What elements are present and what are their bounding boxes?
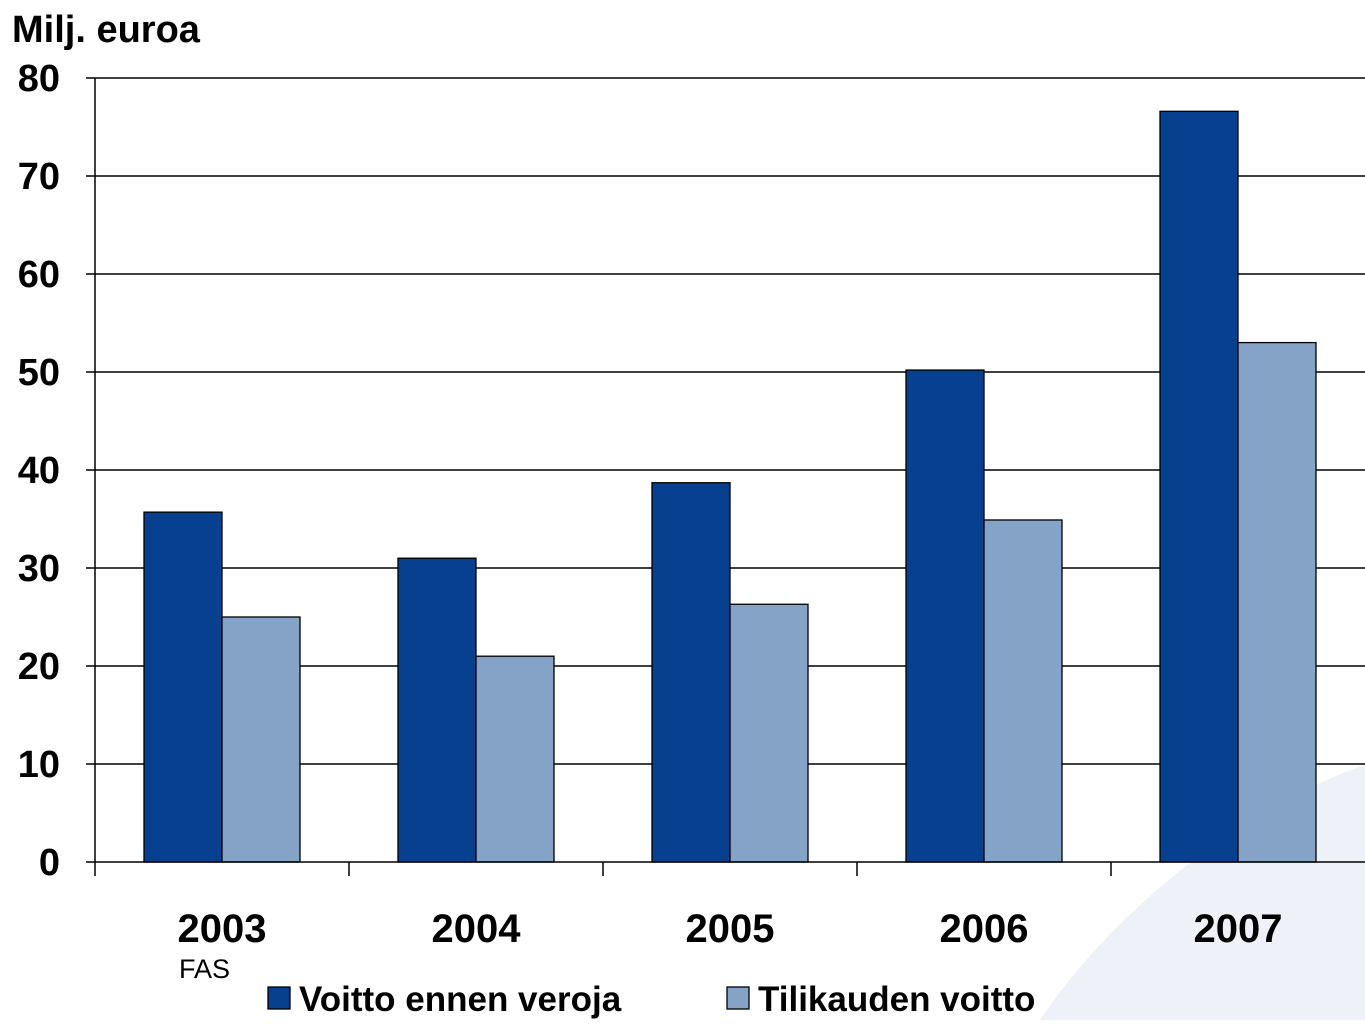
x-tick-sublabel: FAS <box>179 954 230 984</box>
bars <box>143 110 1317 863</box>
gridlines <box>86 77 1365 863</box>
x-tick-label: 2003 <box>178 907 267 951</box>
x-tick-label: 2004 <box>432 907 522 951</box>
bar <box>983 519 1063 863</box>
y-tick-label: 20 <box>18 646 60 688</box>
x-tick-label: 2005 <box>686 907 775 951</box>
y-tick-label: 40 <box>18 450 60 492</box>
legend: Voitto ennen veroja Tilikauden voitto <box>267 980 1035 1019</box>
legend-label: Voitto ennen veroja <box>299 980 622 1019</box>
legend-swatch <box>267 986 291 1010</box>
x-tick-label: 2006 <box>940 907 1029 951</box>
bar <box>397 557 477 863</box>
bar <box>1237 341 1317 863</box>
legend-swatch <box>726 986 750 1010</box>
y-tick-labels: 0 10 20 30 40 50 60 70 80 <box>18 58 60 884</box>
bar <box>475 655 555 863</box>
y-tick-label: 50 <box>18 352 60 394</box>
legend-label: Tilikauden voitto <box>758 980 1035 1019</box>
bar <box>729 603 809 863</box>
bar <box>1159 110 1239 863</box>
bar <box>221 616 301 863</box>
y-tick-label: 70 <box>18 156 60 198</box>
y-tick-label: 10 <box>18 744 60 786</box>
x-tick-label: 2007 <box>1194 907 1283 951</box>
axes <box>94 78 1365 876</box>
y-tick-label: 60 <box>18 254 60 296</box>
y-tick-label: 30 <box>18 548 60 590</box>
y-axis-title: Milj. euroa <box>12 9 201 51</box>
y-tick-label: 80 <box>18 58 60 100</box>
bar <box>905 369 985 863</box>
bar <box>143 511 223 863</box>
y-tick-label: 0 <box>39 842 60 884</box>
bar <box>651 482 731 863</box>
